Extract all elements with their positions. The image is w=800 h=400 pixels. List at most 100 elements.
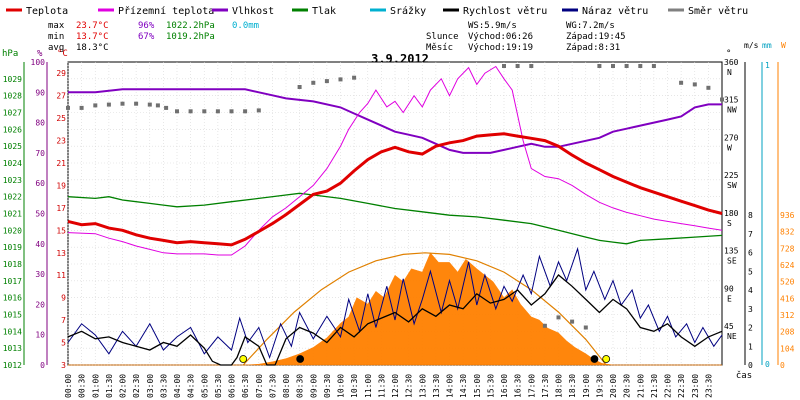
- wind-dir-deg-tick-5: 270: [724, 133, 739, 142]
- wind-speed-tick-3: 3: [748, 305, 753, 314]
- temperature-tick-7: 17: [56, 204, 66, 213]
- solar-tick-2: 208: [780, 328, 795, 337]
- series-wind-direction: [66, 64, 724, 330]
- x-tick-label-34: 17:00: [527, 374, 536, 398]
- x-tick-label-31: 15:30: [486, 374, 495, 398]
- x-tick-label-1: 00:30: [78, 374, 87, 398]
- stat-text-4: 0.0mm: [232, 21, 259, 31]
- temperature-tick-6: 15: [56, 226, 66, 235]
- series-pressure: [67, 192, 723, 245]
- x-tick-label-28: 14:00: [446, 374, 455, 398]
- wind-speed-tick-4: 4: [748, 286, 753, 295]
- temperature-tick-2: 7: [61, 316, 66, 325]
- x-tick-label-18: 09:00: [309, 374, 318, 398]
- wind-speed-tick-2: 2: [748, 324, 753, 333]
- pressure-tick-10: 1022: [3, 193, 22, 202]
- temperature-axis-label: °C: [57, 49, 68, 59]
- stat-text-15: Západ:19:45: [566, 32, 626, 42]
- x-tick-label-38: 19:00: [582, 374, 591, 398]
- series-wind-gust: [67, 246, 723, 360]
- wind-direction-point-3: [106, 102, 111, 107]
- wind-direction-point-2: [93, 103, 98, 108]
- solar-tick-0: 0: [780, 361, 785, 370]
- stat-text-9: avg: [48, 43, 64, 53]
- solar-tick-5: 520: [780, 278, 795, 287]
- wind-dir-compass-tick-7: N: [727, 68, 732, 77]
- humidity-tick-1: 10: [35, 331, 45, 340]
- series-wind-speed: [67, 274, 723, 366]
- wind-direction-point-28: [597, 64, 602, 68]
- stat-text-2: 96%: [138, 21, 155, 31]
- x-tick-label-32: 16:00: [500, 374, 509, 398]
- solar-tick-1: 104: [780, 344, 795, 353]
- x-tick-label-9: 04:30: [187, 374, 196, 398]
- wind-direction-point-36: [720, 97, 724, 102]
- x-tick-label-8: 04:00: [173, 374, 182, 398]
- x-tick-label-10: 05:00: [200, 374, 209, 398]
- wind-dir-compass-tick-4: SW: [727, 181, 737, 190]
- wind-dir-compass-tick-0: NE: [727, 332, 737, 341]
- wind-direction-point-5: [134, 101, 139, 106]
- x-tick-label-26: 13:00: [418, 374, 427, 398]
- legend-label-4: Srážky: [390, 5, 426, 17]
- x-tick-label-46: 23:00: [691, 374, 700, 398]
- x-tick-label-41: 20:30: [623, 374, 632, 398]
- humidity-tick-4: 40: [35, 240, 45, 249]
- stat-text-13: Slunce: [426, 32, 459, 42]
- x-axis-label: čas: [736, 370, 752, 381]
- x-tick-label-21: 10:30: [350, 374, 359, 398]
- series-humidity: [68, 88, 722, 154]
- wind-direction-point-12: [215, 109, 220, 114]
- legend-label-0: Teplota: [26, 6, 68, 17]
- temperature-tick-4: 11: [56, 271, 66, 280]
- x-tick-label-19: 09:30: [323, 374, 332, 398]
- wind-direction-point-4: [120, 101, 125, 106]
- wind-dir-compass-tick-3: S: [727, 219, 732, 228]
- solar-tick-7: 728: [780, 244, 795, 253]
- wind-speed-tick-5: 5: [748, 267, 753, 276]
- wind-direction-point-30: [624, 64, 629, 68]
- temperature-tick-11: 25: [56, 114, 66, 123]
- wind-dir-deg-tick-2: 135: [724, 247, 739, 256]
- x-tick-label-35: 17:30: [541, 374, 550, 398]
- wind-direction-point-22: [515, 64, 520, 68]
- solar-tick-6: 624: [780, 261, 795, 270]
- x-tick-label-16: 08:00: [282, 374, 291, 398]
- temperature-tick-8: 19: [56, 181, 66, 190]
- x-tick-label-0: 00:00: [64, 374, 73, 398]
- wind-direction-point-24: [542, 323, 547, 328]
- x-tick-label-5: 02:30: [132, 374, 141, 398]
- solar-tick-4: 416: [780, 294, 795, 303]
- humidity-tick-10: 100: [31, 58, 46, 67]
- solar-tick-9: 936: [780, 211, 795, 220]
- stat-text-5: min: [48, 32, 64, 42]
- wind-direction-point-31: [638, 64, 643, 68]
- wind-dir-deg-tick-7: 360: [724, 58, 739, 67]
- x-tick-label-45: 22:30: [677, 374, 686, 398]
- wind-direction-point-0: [66, 105, 70, 110]
- x-tick-label-39: 19:30: [595, 374, 604, 398]
- wind-dir-compass-tick-1: E: [727, 294, 732, 303]
- x-tick-label-29: 14:30: [459, 374, 468, 398]
- rain-axis-label: mm: [762, 41, 772, 50]
- sunrise-marker: [239, 355, 248, 363]
- humidity-tick-9: 90: [35, 88, 45, 97]
- wind-direction-point-20: [352, 75, 357, 80]
- wind-direction-point-29: [611, 64, 615, 68]
- humidity-tick-3: 30: [35, 270, 45, 279]
- x-tick-label-20: 10:00: [337, 374, 346, 398]
- x-tick-label-4: 02:00: [119, 374, 128, 398]
- wind-dir-deg-tick-3: 180: [724, 209, 739, 218]
- x-tick-label-14: 07:00: [255, 374, 264, 398]
- pressure-tick-7: 1019: [3, 243, 22, 252]
- humidity-axis-label: %: [37, 49, 43, 59]
- x-tick-label-33: 16:30: [514, 374, 523, 398]
- pressure-tick-4: 1016: [3, 294, 22, 303]
- temperature-tick-3: 9: [61, 294, 66, 303]
- pressure-tick-13: 1025: [3, 142, 22, 151]
- wind-direction-point-23: [529, 64, 534, 68]
- pressure-tick-1: 1013: [3, 344, 22, 353]
- solar-axis-label: W: [781, 41, 786, 50]
- x-tick-label-37: 18:30: [568, 374, 577, 398]
